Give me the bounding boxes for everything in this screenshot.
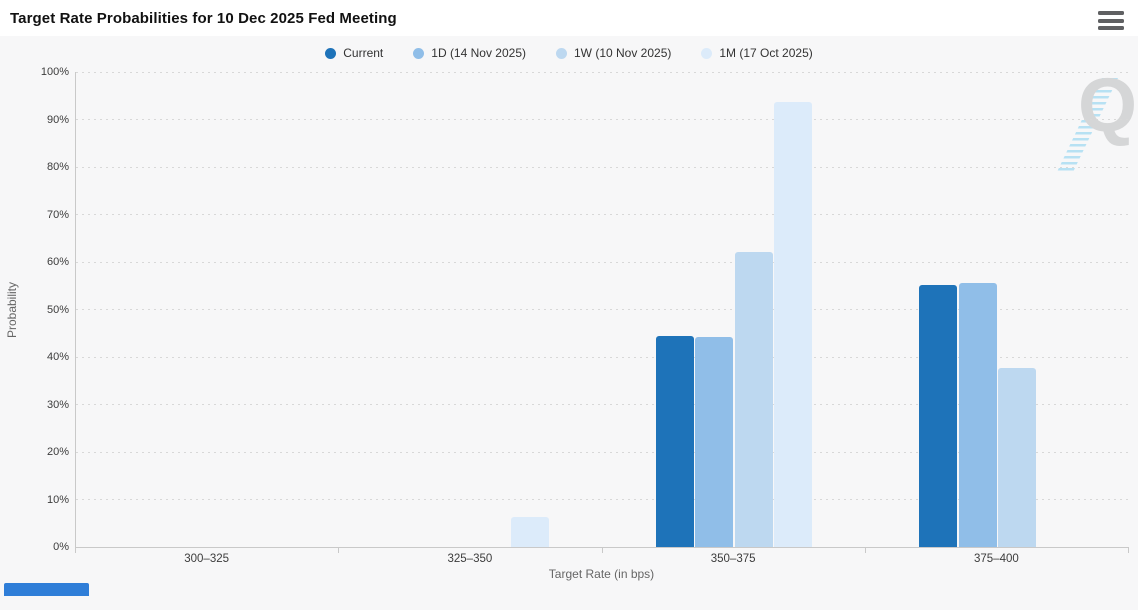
gridline bbox=[76, 404, 1129, 405]
hamburger-bar bbox=[1098, 26, 1124, 30]
x-axis-tick bbox=[864, 548, 866, 553]
bar-current-375-400[interactable] bbox=[919, 284, 958, 547]
y-tick-label: 80% bbox=[46, 161, 69, 173]
legend: Current 1D (14 Nov 2025) 1W (10 Nov 2025) 1… bbox=[0, 44, 1138, 62]
legend-label: 1W (10 Nov 2025) bbox=[573, 46, 672, 60]
gridline bbox=[76, 214, 1129, 215]
partially-visible-blue-element[interactable] bbox=[4, 583, 89, 596]
x-axis-tick bbox=[75, 548, 76, 553]
legend-marker-icon bbox=[701, 47, 713, 59]
legend-marker-icon bbox=[325, 47, 337, 59]
legend-marker-icon bbox=[413, 47, 425, 59]
bar-1w-375-400[interactable] bbox=[998, 367, 1037, 547]
gridline bbox=[76, 71, 1129, 73]
gridline bbox=[76, 166, 1129, 168]
legend-item-current[interactable]: Current bbox=[325, 46, 383, 60]
gridline bbox=[76, 499, 1129, 500]
y-tick-label: 10% bbox=[46, 493, 69, 506]
x-axis-tick bbox=[601, 548, 603, 553]
y-tick-label: 40% bbox=[46, 351, 69, 363]
bar-1d-350-375[interactable] bbox=[695, 337, 734, 547]
x-axis-tick bbox=[338, 548, 340, 553]
legend-label: Current bbox=[343, 46, 384, 60]
legend-marker-icon bbox=[555, 47, 567, 59]
legend-label: 1M (17 Oct 2025) bbox=[719, 46, 813, 60]
bar-1m-350-375[interactable] bbox=[774, 102, 813, 547]
gridline bbox=[76, 451, 1129, 453]
x-tick-label: 350–375 bbox=[710, 553, 756, 565]
legend-label: 1D (14 Nov 2025) bbox=[431, 46, 526, 60]
hamburger-bar bbox=[1098, 18, 1124, 23]
bar-1d-375-400[interactable] bbox=[958, 282, 997, 547]
y-tick-label: 60% bbox=[46, 256, 69, 268]
chart-title: Target Rate Probabilities for 10 Dec 202… bbox=[10, 10, 397, 27]
fed-meeting-probability-chart: { "header": { "title": "Target Rate Prob… bbox=[0, 0, 1138, 596]
x-axis-tick bbox=[1128, 548, 1129, 553]
y-tick-label: 100% bbox=[40, 66, 69, 78]
hamburger-menu-icon[interactable] bbox=[1098, 11, 1124, 30]
x-tick-label: 325–350 bbox=[447, 553, 493, 565]
y-tick-label: 20% bbox=[46, 446, 69, 458]
title-bar bbox=[0, 0, 1138, 36]
y-tick-label: 0% bbox=[53, 541, 69, 553]
bar-current-350-375[interactable] bbox=[655, 335, 694, 547]
x-tick-label: 300–325 bbox=[184, 553, 230, 565]
x-tick-label: 375–400 bbox=[973, 553, 1019, 565]
plot-area bbox=[75, 71, 1129, 548]
legend-item-series-3[interactable]: 1M (17 Oct 2025) bbox=[701, 46, 813, 60]
bar-1w-350-375[interactable] bbox=[734, 251, 773, 547]
hamburger-bar bbox=[1098, 11, 1124, 15]
y-tick-label: 50% bbox=[46, 303, 69, 316]
gridline bbox=[76, 356, 1129, 358]
x-axis-title: Target Rate (in bps) bbox=[548, 567, 655, 581]
y-tick-label: 90% bbox=[46, 113, 69, 126]
y-tick-label: 30% bbox=[46, 398, 69, 411]
gridline bbox=[76, 261, 1129, 263]
y-axis-title: Probability bbox=[5, 281, 19, 339]
legend-item-series-2[interactable]: 1W (10 Nov 2025) bbox=[555, 46, 672, 60]
legend-item-series-1[interactable]: 1D (14 Nov 2025) bbox=[413, 46, 526, 60]
gridline bbox=[76, 309, 1129, 310]
bar-1m-325-350[interactable] bbox=[511, 516, 550, 547]
y-tick-label: 70% bbox=[46, 208, 69, 221]
gridline bbox=[76, 119, 1129, 120]
